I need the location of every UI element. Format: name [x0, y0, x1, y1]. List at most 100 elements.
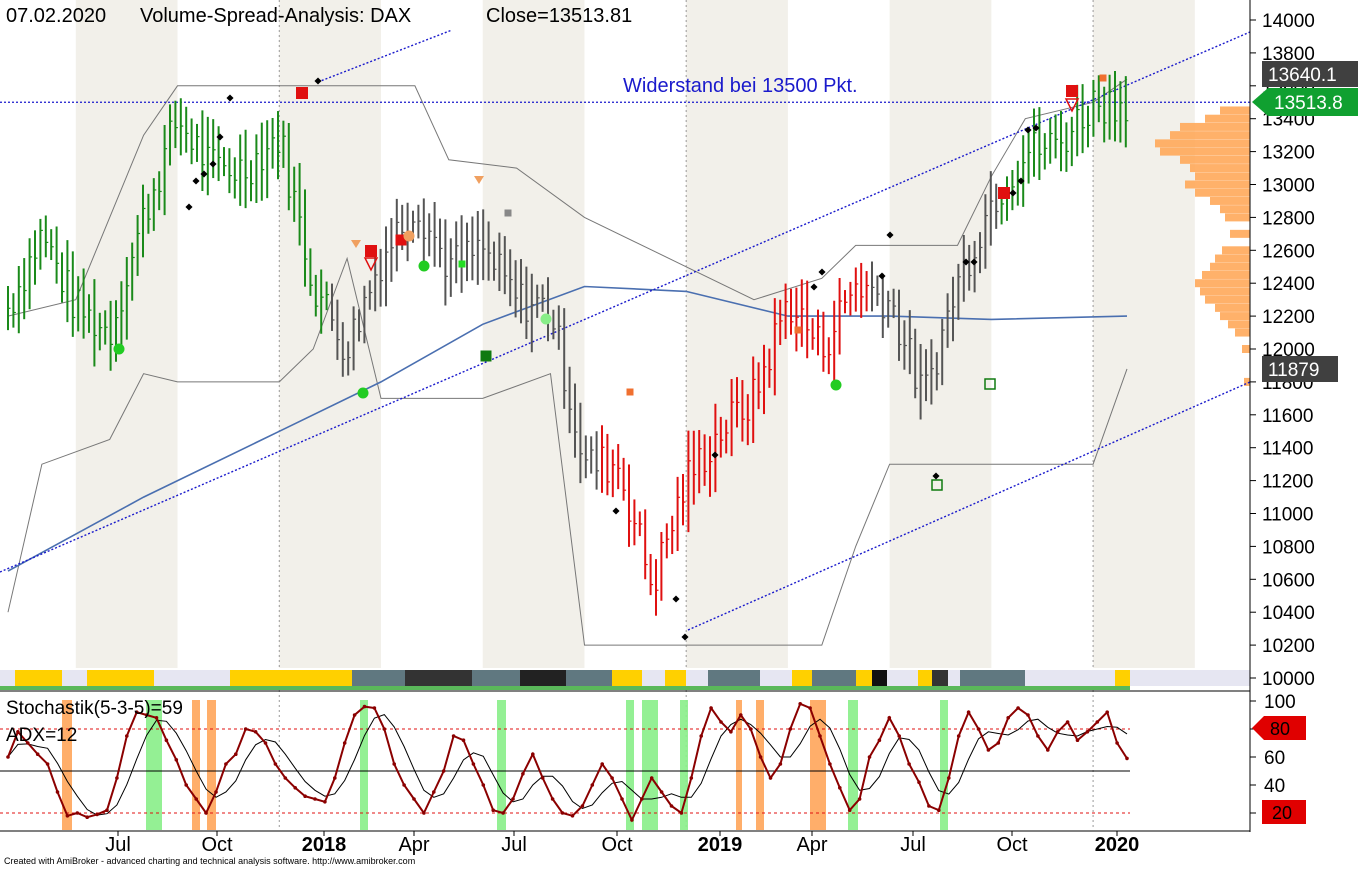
vsa-strip-segment [87, 670, 154, 686]
profile-bin [1228, 320, 1250, 329]
stoch-k-line [7, 702, 1128, 823]
stoch-k-point [144, 713, 149, 717]
profile-bin [1215, 254, 1250, 263]
stoch-k-point [243, 727, 248, 731]
stoch-k-point [352, 713, 357, 717]
x-tick-label: Jul [900, 834, 926, 856]
profile-bin [1205, 114, 1250, 123]
stoch-k-point [976, 727, 981, 731]
x-tick-label: Oct [996, 834, 1028, 856]
stoch-highlight-column [146, 700, 162, 830]
stoch-k-point [432, 790, 436, 794]
y-tick-label: 13800 [1262, 44, 1315, 65]
moving-average-line [7, 285, 1128, 572]
black-diamond-marker [878, 272, 886, 280]
lightgreen-dot-marker [540, 313, 552, 325]
stoch-k-point [273, 762, 278, 766]
green-dot-marker [830, 379, 842, 391]
stoch-k-point [649, 776, 654, 780]
y-tick-label: 11000 [1262, 505, 1313, 526]
profile-bin [1242, 345, 1250, 353]
stoch-k-point [531, 752, 535, 756]
channel-bands [7, 78, 1128, 646]
moving-average [7, 285, 1128, 572]
stoch-k-point [511, 797, 515, 801]
stoch-k-point [184, 783, 188, 787]
axes: 10000 10200 10400 10600 10800 11000 11200 11400… [0, 0, 1315, 856]
stoch-highlight-column [626, 700, 634, 830]
stoch-label: Stochastik(5-3-5)=59 [6, 698, 183, 719]
vsa-strip-segment [872, 670, 887, 686]
stoch-k-point [521, 772, 525, 776]
stoch-k-point [95, 812, 99, 817]
stoch-k-point [16, 730, 20, 734]
vsa-strip-segment [1115, 670, 1130, 686]
vsa-strip-segment [472, 670, 520, 686]
level-80-badge: 80 [1252, 716, 1306, 740]
stoch-k-point [897, 734, 901, 738]
profile-bin [1230, 229, 1250, 238]
stoch-highlight-column [810, 700, 826, 830]
stoch-highlight-column [940, 700, 948, 830]
stoch-k-point [1075, 738, 1080, 742]
stochastic-panel [0, 690, 1250, 830]
black-diamond-marker [209, 160, 217, 168]
stoch-k-point [778, 762, 783, 766]
quarter-shade [889, 0, 992, 668]
stoch-k-point [234, 752, 238, 756]
resistance-label: Widerstand bei 13500 Pkt. [623, 75, 858, 97]
stoch-highlight-column [756, 700, 764, 830]
stoch-k-point [105, 808, 109, 812]
red-square-marker [296, 87, 308, 99]
stoch-highlight-column [736, 700, 742, 830]
stoch-k-point [441, 769, 446, 773]
y-tick-label: 10000 [1262, 669, 1315, 690]
red-open-triangle-marker [1064, 98, 1080, 113]
stoch-highlight-column [207, 700, 216, 830]
y-tick-label: 10200 [1262, 636, 1315, 657]
stoch-k-point [917, 780, 921, 784]
stoch-k-point [342, 741, 347, 745]
stoch-k-point [689, 776, 694, 780]
stoch-k-point [659, 790, 664, 794]
adx-label: ADX=12 [6, 725, 77, 746]
stoch-k-point [838, 786, 842, 790]
profile-bin [1195, 172, 1250, 181]
green-open-square-marker [984, 378, 996, 390]
stoch-highlight-column [848, 700, 858, 830]
x-tick-label: 2018 [302, 834, 347, 856]
stoch-k-point [303, 794, 307, 798]
stoch-k-point [194, 797, 198, 801]
stoch-k-point [857, 797, 862, 801]
stoch-k-point [1115, 741, 1119, 745]
stoch-y-tick-label: 60 [1264, 748, 1285, 769]
profile-bin [1244, 377, 1250, 386]
stoch-k-point [550, 797, 555, 801]
stoch-k-point [55, 790, 60, 794]
stoch-k-point [620, 797, 624, 801]
x-tick-label: Apr [398, 834, 429, 856]
stoch-k-point [125, 734, 129, 738]
stoch-y-tick-label: 40 [1264, 776, 1285, 797]
stoch-k-point [679, 811, 684, 815]
y-tick-label: 10600 [1262, 570, 1315, 591]
black-diamond-marker [185, 203, 193, 211]
close-badge: 13513.8 [1252, 88, 1358, 116]
orange-triangle-marker [351, 240, 361, 248]
vertical-gridlines [278, 0, 1094, 830]
black-diamond-marker [1017, 177, 1025, 185]
stoch-k-point [986, 748, 991, 752]
orange-square-marker [626, 388, 634, 396]
vsa-strip-segment [918, 670, 932, 686]
profile-bin [1195, 279, 1250, 288]
stoch-k-point [887, 716, 892, 720]
stoch-k-point [392, 762, 397, 766]
stoch-k-point [877, 738, 882, 742]
stoch-k-point [947, 776, 951, 780]
vsa-strip-segment [62, 670, 87, 686]
stoch-highlight-column [642, 700, 658, 830]
stoch-k-point [224, 762, 228, 766]
stoch-k-point [313, 797, 317, 801]
